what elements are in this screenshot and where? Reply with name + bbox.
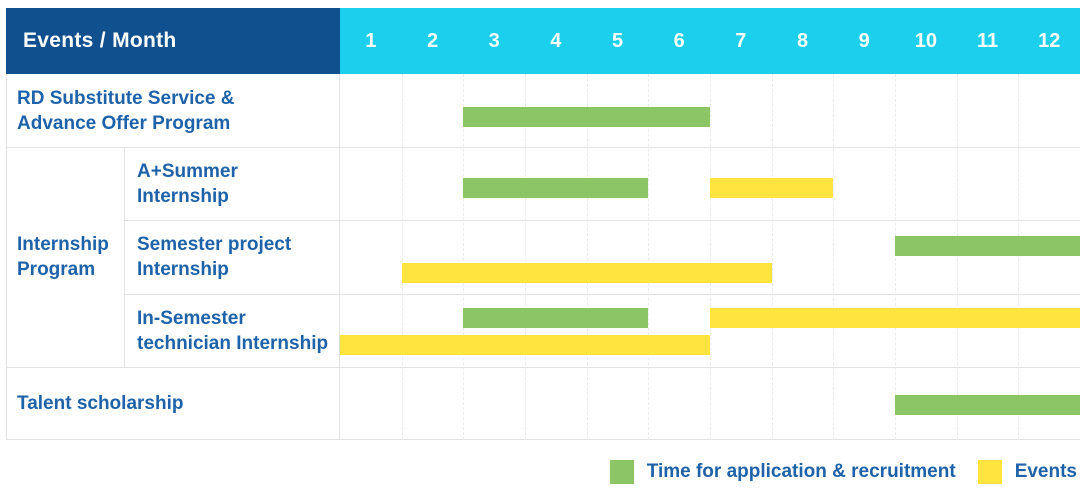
month-gridline [710,74,711,440]
legend-swatch-event-icon [977,460,1002,484]
month-label: 11 [976,29,999,52]
row-divider [124,220,1080,221]
month-header: 1 2 3 4 5 6 7 8 9 10 11 12 [340,8,1080,74]
gantt-bar-event [710,178,834,198]
month-label: 2 [426,29,439,52]
gantt-bar-application [463,178,649,198]
month-label: 4 [550,29,562,52]
gantt-body: RD Substitute Service & Advance Offer Pr… [6,74,1080,440]
row-divider [124,294,1080,295]
divider-label-chart [339,74,340,440]
row-divider [6,367,1080,368]
month-label: 10 [914,29,937,52]
month-label: 5 [611,29,624,52]
month-label: 3 [488,29,500,52]
group-label-internship-program: Internship Program [17,234,109,280]
month-gridline [833,74,835,440]
gantt-bar-event [401,263,772,283]
legend: Time for application & recruitment Event… [609,458,1077,486]
row-label-talent-scholarship: Talent scholarship [17,393,184,414]
month-gridline [895,74,896,440]
month-label: 6 [673,29,685,52]
month-label: 9 [858,29,870,52]
legend-item-events: Events [977,460,1077,484]
month-gridline [401,74,403,440]
month-gridline [648,74,650,440]
corner-header-label: Events / Month [23,29,177,52]
month-label: 1 [365,29,377,52]
gantt-bar-event [340,335,710,355]
month-label: 12 [1038,29,1061,52]
legend-label-application: Time for application & recruitment [646,461,956,482]
divider-group-sub [124,147,125,367]
gantt-bar-application [895,236,1080,256]
month-label: 7 [735,29,747,52]
gantt-bar-application [463,308,649,328]
row-divider [6,147,1080,148]
gantt-bar-application [463,107,710,127]
table-bottom-border [6,439,1080,440]
gantt-bar-event [710,308,1080,328]
gantt-bar-application [895,395,1080,415]
legend-label-events: Events [1014,461,1077,482]
corner-header: Events / Month [6,8,340,74]
row-label-semester-project-internship: Semester project Internship [137,234,292,280]
row-label-rd-substitute: RD Substitute Service & Advance Offer Pr… [17,87,235,134]
month-gridline [1018,74,1020,440]
month-gridline [771,74,773,440]
divider-left-edge [6,74,7,440]
legend-swatch-application-icon [609,460,634,484]
legend-item-application: Time for application & recruitment [609,460,956,484]
month-gridline [525,74,526,440]
row-label-a-summer-internship: A+Summer Internship [137,160,238,207]
row-label-in-semester-technician-internship: In-Semester technician Internship [137,307,329,354]
month-label: 8 [796,29,809,52]
month-gridline [586,74,588,440]
month-gridline [956,74,958,440]
month-gridline [463,74,465,440]
